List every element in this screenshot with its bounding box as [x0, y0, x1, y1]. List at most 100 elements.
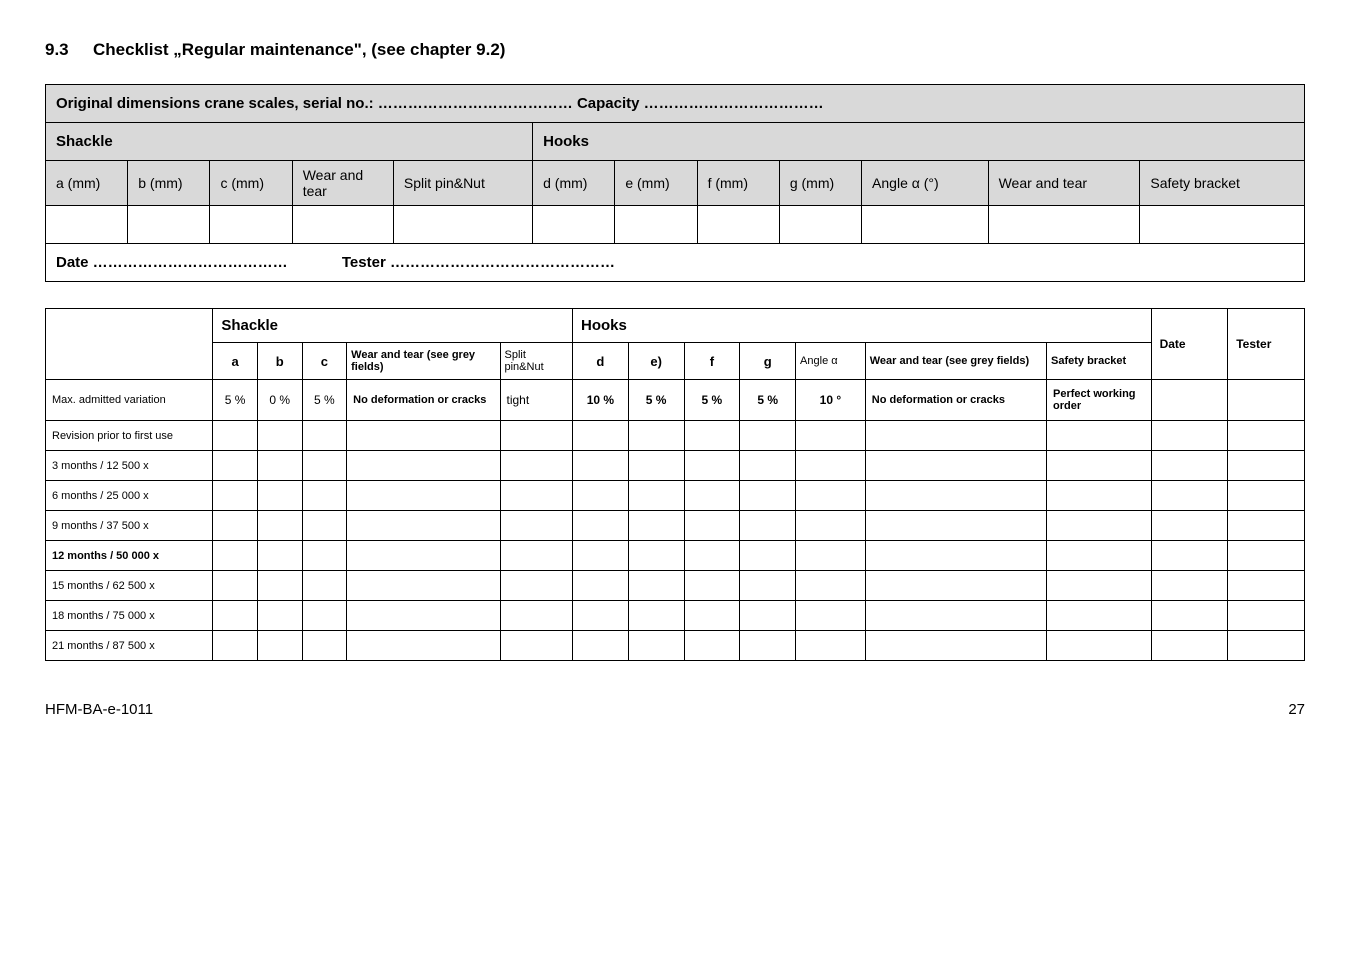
cell	[572, 421, 628, 451]
cell	[46, 206, 128, 244]
cell	[1228, 421, 1305, 451]
cell	[213, 601, 258, 631]
cell	[213, 451, 258, 481]
cell	[292, 206, 393, 244]
col-e: e (mm)	[615, 161, 697, 206]
col-g: g (mm)	[779, 161, 861, 206]
cell	[500, 631, 572, 661]
max-admitted-label: Max. admitted variation	[46, 380, 213, 421]
cell	[615, 206, 697, 244]
hooks-group-2: Hooks	[572, 309, 1151, 343]
cell	[796, 511, 866, 541]
cell	[1151, 631, 1228, 661]
cell	[988, 206, 1140, 244]
cell	[740, 571, 796, 601]
row-label: 18 months / 75 000 x	[46, 601, 213, 631]
shackle-group: Shackle	[46, 123, 533, 161]
cell	[1047, 451, 1152, 481]
cell	[257, 511, 302, 541]
row-label: 3 months / 12 500 x	[46, 451, 213, 481]
cell	[1228, 601, 1305, 631]
cell	[302, 511, 347, 541]
col-split-pin-nut-2: Split pin&Nut	[500, 343, 572, 380]
adm-angle: 10 °	[796, 380, 866, 421]
original-dimensions-table: Original dimensions crane scales, serial…	[45, 84, 1305, 282]
cell	[302, 571, 347, 601]
adm-perfect: Perfect working order	[1047, 380, 1152, 421]
col-safety-bracket: Safety bracket	[1140, 161, 1305, 206]
cell	[1151, 481, 1228, 511]
cell	[796, 541, 866, 571]
cell	[1047, 421, 1152, 451]
adm-f: 5 %	[684, 380, 740, 421]
table2-header-row: a b c Wear and tear (see grey fields) Sp…	[46, 343, 1305, 380]
cell	[1228, 451, 1305, 481]
cell	[684, 451, 740, 481]
cell	[302, 451, 347, 481]
row-label: 15 months / 62 500 x	[46, 571, 213, 601]
col-tester: Tester	[1228, 309, 1305, 380]
cell	[628, 601, 684, 631]
cell	[1228, 380, 1305, 421]
cell	[302, 481, 347, 511]
col-f-2: f	[684, 343, 740, 380]
table-title-row: Original dimensions crane scales, serial…	[46, 85, 1305, 123]
cell	[257, 421, 302, 451]
cell	[347, 541, 500, 571]
col-b: b (mm)	[128, 161, 210, 206]
cell	[740, 601, 796, 631]
col-b-2: b	[257, 343, 302, 380]
col-c-2: c	[302, 343, 347, 380]
cell	[302, 541, 347, 571]
cell	[572, 601, 628, 631]
cell	[347, 601, 500, 631]
row-label: 6 months / 25 000 x	[46, 481, 213, 511]
row-label: Revision prior to first use	[46, 421, 213, 451]
cell	[865, 511, 1046, 541]
cell	[865, 541, 1046, 571]
cell	[796, 601, 866, 631]
cell	[213, 571, 258, 601]
cell	[1151, 541, 1228, 571]
max-admitted-row: Max. admitted variation 5 % 0 % 5 % No d…	[46, 380, 1305, 421]
cell	[796, 481, 866, 511]
cell	[1228, 631, 1305, 661]
col-angle-2: Angle α	[796, 343, 866, 380]
table-row: Revision prior to first use	[46, 421, 1305, 451]
cell	[213, 481, 258, 511]
cell	[213, 511, 258, 541]
cell	[796, 421, 866, 451]
date-tester-row: Date ………………………………… Tester ………………………………………	[46, 244, 1305, 282]
cell	[347, 511, 500, 541]
col-e-2: e)	[628, 343, 684, 380]
cell	[865, 631, 1046, 661]
cell	[347, 571, 500, 601]
row-label: 21 months / 87 500 x	[46, 631, 213, 661]
adm-a: 5 %	[213, 380, 258, 421]
cell	[533, 206, 615, 244]
cell	[572, 631, 628, 661]
cell	[684, 631, 740, 661]
cell	[1228, 511, 1305, 541]
cell	[684, 511, 740, 541]
cell	[865, 451, 1046, 481]
adm-no-def-2: No deformation or cracks	[865, 380, 1046, 421]
cell	[393, 206, 532, 244]
cell	[1047, 571, 1152, 601]
page-footer: HFM-BA-e-1011 27	[45, 701, 1305, 718]
col-c: c (mm)	[210, 161, 292, 206]
cell	[684, 601, 740, 631]
cell	[740, 421, 796, 451]
cell	[257, 571, 302, 601]
cell	[628, 511, 684, 541]
section-title: Checklist „Regular maintenance", (see ch…	[93, 40, 1305, 60]
cell	[500, 511, 572, 541]
table-group-row: Shackle Hooks	[46, 123, 1305, 161]
cell	[684, 541, 740, 571]
col-split-pin-nut: Split pin&Nut	[393, 161, 532, 206]
cell	[347, 421, 500, 451]
date-label: Date …………………………………	[56, 254, 288, 271]
col-d-2: d	[572, 343, 628, 380]
col-a: a (mm)	[46, 161, 128, 206]
cell	[572, 481, 628, 511]
